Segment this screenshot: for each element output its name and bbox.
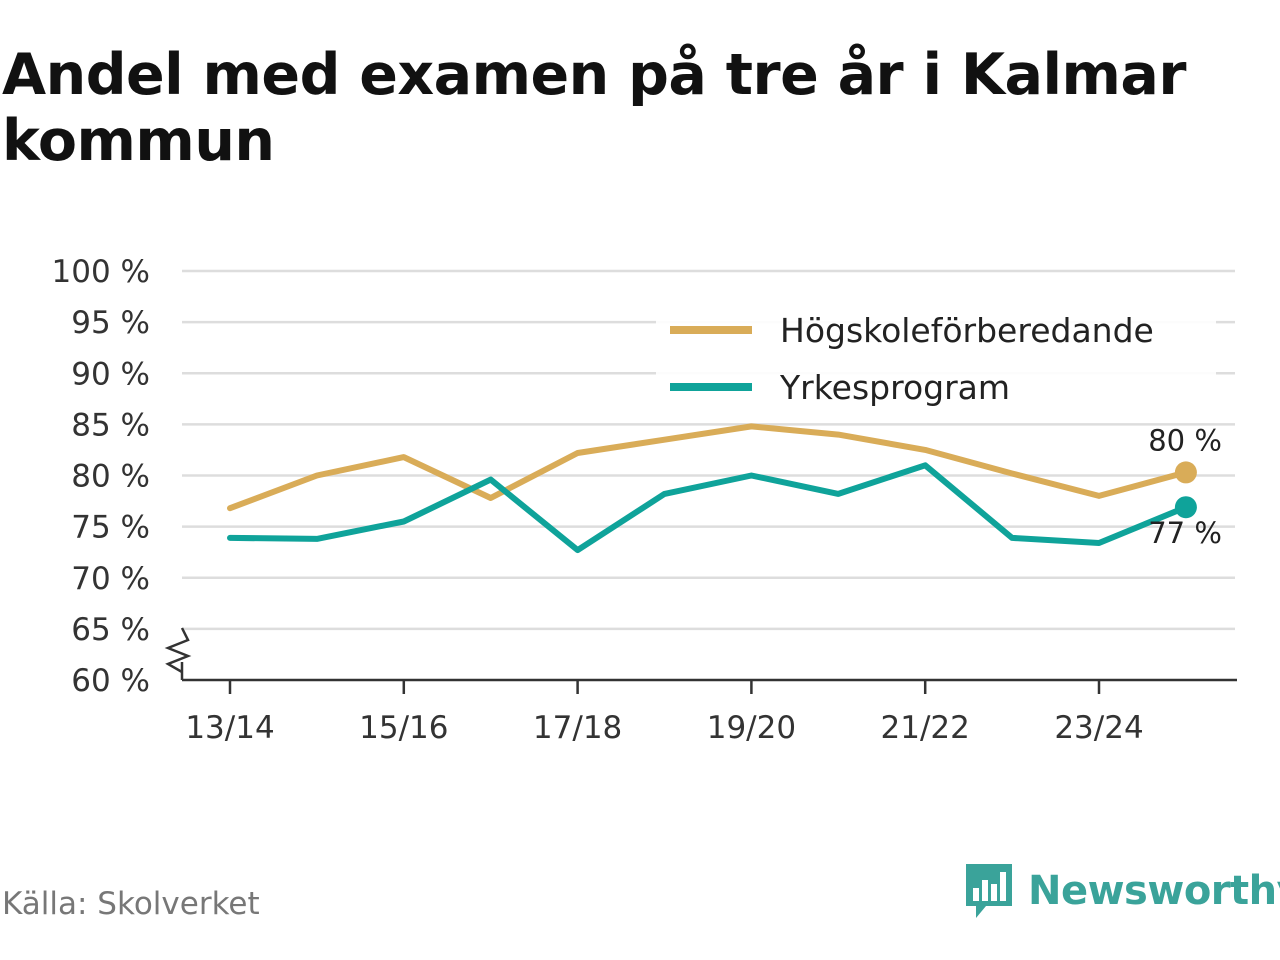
legend: Högskoleförberedande Yrkesprogram [656, 304, 1216, 422]
y-tick-label-95: 95 % [71, 305, 150, 341]
x-tick-label-23/24: 23/24 [1054, 710, 1143, 746]
series-end-point-1 [1174, 496, 1197, 519]
brand-logo: Newsworthy [964, 862, 1280, 920]
source-note: Källa: Skolverket [2, 886, 260, 922]
y-tick-label-100: 100 % [52, 254, 150, 290]
y-tick-label-90: 90 % [71, 356, 150, 392]
x-tick-label-13/14: 13/14 [185, 710, 274, 746]
y-tick-label-85: 85 % [71, 407, 150, 443]
y-tick-label-70: 70 % [71, 561, 150, 597]
end-label-1: 77 % [1148, 516, 1222, 550]
legend-label-0: Högskoleförberedande [780, 311, 1154, 350]
x-tick-label-17/18: 17/18 [533, 710, 622, 746]
series-line-1 [227, 462, 1189, 554]
axis-break-mark [164, 627, 192, 674]
x-tick-label-19/20: 19/20 [707, 710, 796, 746]
x-axis: 13/14 15/16 17/18 19/20 21/22 23/24 [164, 627, 1237, 746]
end-labels: 80 % 77 % [1148, 423, 1222, 550]
series-line-0 [227, 423, 1189, 512]
x-tick-label-21/22: 21/22 [881, 710, 970, 746]
y-tick-label-75: 75 % [71, 510, 150, 546]
y-tick-label-65: 65 % [71, 612, 150, 648]
y-tick-label-80: 80 % [71, 459, 150, 495]
brand-name: Newsworthy [1028, 868, 1280, 914]
y-tick-label-60: 60 % [71, 663, 150, 699]
end-label-0: 80 % [1148, 423, 1222, 457]
series-lines [227, 423, 1197, 554]
legend-label-1: Yrkesprogram [779, 368, 1010, 407]
legend-background [656, 304, 1216, 422]
chart-title: Andel med examen på tre år i Kalmar komm… [2, 42, 1187, 174]
newsworthy-icon [966, 864, 1012, 918]
series-end-point-0 [1174, 461, 1197, 484]
line-chart: 60 % 65 % 70 % 75 % 80 % 85 % 90 % 95 % 100 % 13… [52, 254, 1237, 746]
x-tick-label-15/16: 15/16 [359, 710, 448, 746]
y-axis: 60 % 65 % 70 % 75 % 80 % 85 % 90 % 95 % 100 % [52, 254, 150, 699]
